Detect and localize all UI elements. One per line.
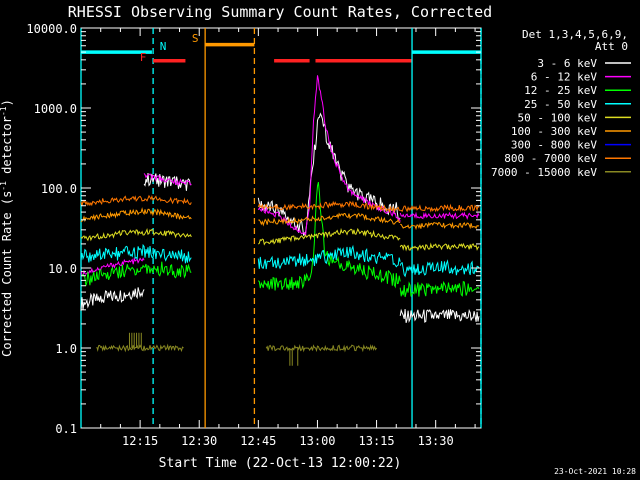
series-7000-15000-kev xyxy=(96,343,378,353)
series-segment xyxy=(96,343,184,353)
series-segment xyxy=(80,194,192,207)
series-6-12-kev xyxy=(80,75,480,277)
series-segment xyxy=(399,280,480,298)
series-100-300-kev xyxy=(80,207,480,231)
series-segment xyxy=(257,200,401,214)
series-segment xyxy=(143,172,192,191)
y-axis-label-end: ) xyxy=(0,99,14,106)
series-segment xyxy=(257,244,401,270)
legend-header: Det 1,3,4,5,6,9, xyxy=(522,28,628,41)
legend-label: 100 - 300 keV xyxy=(511,125,597,138)
legend-label: 3 - 6 keV xyxy=(537,57,597,70)
y-tick-label: 1.0 xyxy=(55,342,77,356)
y-axis-label-mid: detector xyxy=(0,116,14,181)
series-segment xyxy=(265,343,378,353)
legend-label: 7000 - 15000 keV xyxy=(491,166,597,179)
marker-label-F: F xyxy=(140,51,147,64)
series-segment xyxy=(400,221,480,231)
series-segment xyxy=(257,227,401,246)
series-segment xyxy=(399,308,480,324)
marker-label-S: S xyxy=(192,32,199,45)
footer-timestamp: 23-Oct-2021 10:28 xyxy=(554,467,636,476)
y-axis-label-main: Corrected Count Rate (s xyxy=(0,191,14,357)
x-tick-label: 13:00 xyxy=(299,434,335,448)
legend-label: 6 - 12 keV xyxy=(531,71,598,84)
legend-label: 300 - 800 keV xyxy=(511,139,597,152)
y-tick-label: 0.1 xyxy=(55,422,77,436)
axes-layer: 12:15 12:30 12:45 13:00 13:15 13:30 0.1 1.0 10.0… xyxy=(26,22,481,448)
y-tick-label: 1000.0 xyxy=(34,102,77,116)
x-axis-label: Start Time (22-Oct-13 12:00:22) xyxy=(159,456,402,471)
x-tick-label: 12:15 xyxy=(122,434,158,448)
series-segment xyxy=(399,211,480,220)
y-tick-label: 10000.0 xyxy=(26,22,77,36)
series-3-6-kev xyxy=(80,112,480,324)
y-tick-label: 10.0 xyxy=(48,262,77,276)
series-25-50-kev xyxy=(80,243,480,278)
x-tick-label: 13:15 xyxy=(359,434,395,448)
series-segment xyxy=(399,259,480,278)
legend-label: 50 - 100 keV xyxy=(518,111,598,124)
observing-markers: NF S xyxy=(80,28,482,428)
series-segment xyxy=(80,261,192,286)
series-segment xyxy=(80,207,192,223)
chart-title: RHESSI Observing Summary Count Rates, Co… xyxy=(68,3,492,21)
svg-text:Corrected Count Rate (s-1 dete: Corrected Count Rate (s-1 detector-1) xyxy=(0,99,14,357)
series-segment xyxy=(80,243,192,264)
legend-header: Att 0 xyxy=(595,40,628,53)
series-segment xyxy=(257,181,401,291)
series-segment xyxy=(143,173,192,187)
series-50-100-kev xyxy=(80,227,480,252)
series-segment xyxy=(399,242,480,252)
series-segment xyxy=(257,112,401,236)
series-layer xyxy=(80,75,480,366)
y-axis-label-sup2: -1 xyxy=(0,106,8,116)
x-tick-label: 12:45 xyxy=(240,434,276,448)
legend-label: 25 - 50 keV xyxy=(524,98,597,111)
series-800-7000-kev xyxy=(80,194,480,214)
series-segment xyxy=(258,212,401,227)
series-12-25-kev xyxy=(80,181,480,298)
legend-label: 12 - 25 keV xyxy=(524,84,597,97)
series-segment xyxy=(80,228,192,242)
y-axis-label-sup1: -1 xyxy=(0,181,8,191)
y-tick-label: 100.0 xyxy=(41,182,77,196)
legend-label: 800 - 7000 keV xyxy=(504,152,597,165)
series-segment xyxy=(80,287,145,311)
x-tick-label: 12:30 xyxy=(181,434,217,448)
y-axis-label: Corrected Count Rate (s-1 detector-1) xyxy=(0,99,14,357)
marker-label-N: N xyxy=(160,40,167,53)
series-segment xyxy=(400,203,480,213)
x-tick-label: 13:30 xyxy=(418,434,454,448)
